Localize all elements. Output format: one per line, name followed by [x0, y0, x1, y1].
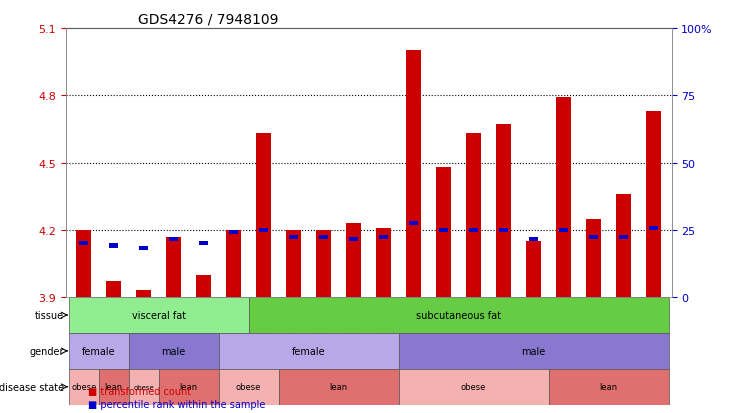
- Bar: [496, 125, 511, 297]
- Text: lean: lean: [180, 382, 198, 392]
- Bar: [69, 297, 249, 333]
- Bar: [319, 235, 328, 239]
- Bar: [289, 235, 298, 239]
- Bar: [436, 168, 451, 297]
- Text: male: male: [161, 346, 186, 356]
- Bar: [399, 333, 669, 369]
- Text: obese: obese: [71, 382, 96, 392]
- Bar: [646, 112, 661, 297]
- Text: lean: lean: [599, 382, 618, 392]
- Bar: [349, 237, 358, 241]
- Bar: [199, 242, 208, 246]
- Bar: [466, 134, 481, 297]
- Text: tissue: tissue: [35, 310, 64, 320]
- Bar: [219, 369, 279, 405]
- Text: lean: lean: [329, 382, 347, 392]
- Bar: [379, 235, 388, 239]
- Text: lean: lean: [104, 382, 123, 392]
- Text: female: female: [292, 346, 326, 356]
- Bar: [499, 228, 508, 232]
- Text: subcutaneous fat: subcutaneous fat: [416, 310, 501, 320]
- Bar: [526, 242, 541, 297]
- Bar: [139, 246, 148, 250]
- Bar: [76, 230, 91, 297]
- Bar: [346, 223, 361, 297]
- Bar: [229, 230, 238, 235]
- Bar: [110, 244, 118, 248]
- Bar: [316, 230, 331, 297]
- Text: visceral fat: visceral fat: [131, 310, 185, 320]
- Text: obese: obese: [236, 382, 261, 392]
- Text: gender: gender: [30, 346, 64, 356]
- Text: obese: obese: [134, 384, 154, 390]
- Bar: [399, 369, 549, 405]
- Bar: [589, 235, 598, 239]
- Bar: [619, 235, 628, 239]
- Text: ■ percentile rank within the sample: ■ percentile rank within the sample: [88, 399, 265, 409]
- Bar: [99, 369, 128, 405]
- Bar: [196, 275, 211, 297]
- Bar: [226, 230, 241, 297]
- Text: disease state: disease state: [0, 382, 64, 392]
- Bar: [409, 221, 418, 225]
- Bar: [79, 242, 88, 246]
- Text: obese: obese: [461, 382, 486, 392]
- Bar: [259, 228, 268, 232]
- Text: male: male: [521, 346, 546, 356]
- Bar: [376, 228, 391, 297]
- Text: GDS4276 / 7948109: GDS4276 / 7948109: [139, 12, 279, 26]
- Bar: [158, 369, 219, 405]
- Bar: [249, 297, 669, 333]
- Bar: [128, 369, 158, 405]
- Bar: [106, 282, 121, 297]
- Bar: [69, 333, 128, 369]
- Bar: [616, 195, 631, 297]
- Bar: [529, 237, 538, 241]
- Bar: [556, 98, 571, 297]
- Bar: [469, 228, 478, 232]
- Bar: [549, 369, 669, 405]
- Text: ■ transformed count: ■ transformed count: [88, 387, 191, 396]
- Bar: [166, 237, 181, 297]
- Bar: [559, 228, 568, 232]
- Bar: [69, 369, 99, 405]
- Bar: [406, 51, 421, 297]
- Bar: [256, 134, 271, 297]
- Bar: [649, 226, 658, 230]
- Text: female: female: [82, 346, 115, 356]
- Bar: [586, 219, 601, 297]
- Bar: [439, 228, 448, 232]
- Bar: [219, 333, 399, 369]
- Bar: [169, 237, 178, 241]
- Bar: [137, 291, 151, 297]
- Bar: [279, 369, 399, 405]
- Bar: [286, 230, 301, 297]
- Bar: [128, 333, 219, 369]
